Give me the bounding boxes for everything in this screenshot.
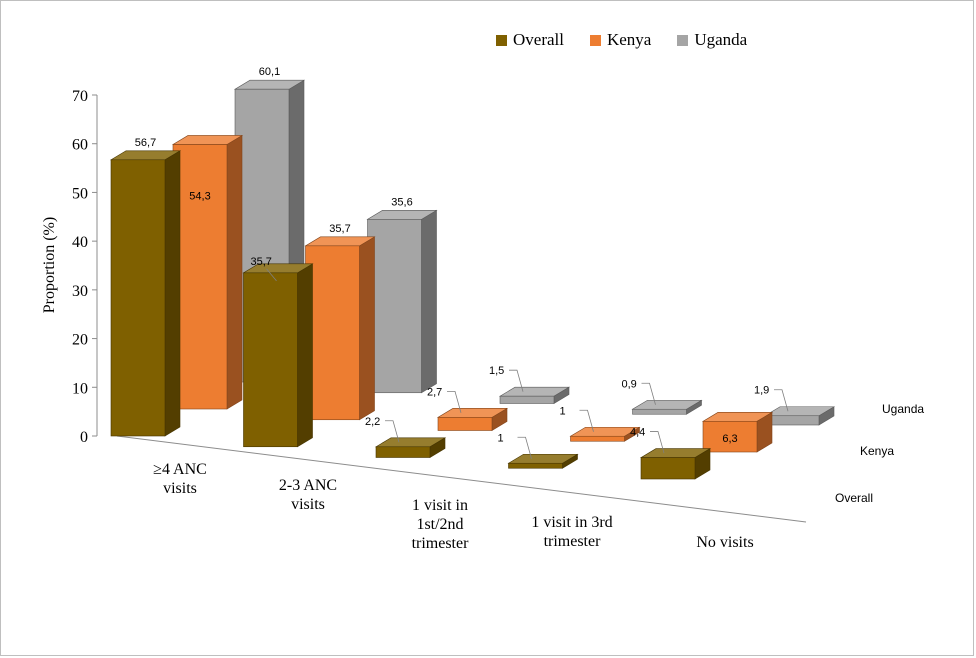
data-label-leader	[266, 268, 277, 282]
bar-front-face	[375, 446, 431, 458]
y-tick-label: 60	[72, 137, 88, 154]
bar-overall-2-3-anc-visits	[242, 263, 314, 448]
x-axis-labels: ≥4 ANC visits 2-3 ANC visits 1 visit in 1st/2…	[153, 461, 754, 552]
x-tick-label-1-visit-in-1st-2nd-trimester: 1 visit in 1st/2nd trimester	[412, 497, 470, 552]
x-tick-label-ge4-anc-visits: ≥4 ANC visits	[153, 461, 207, 497]
bar-kenya-2-3-anc-visits	[304, 236, 376, 421]
bar-front-face	[305, 245, 360, 421]
y-axis: 0 10 20 30 40 50 60 70 Proportion (%)	[41, 88, 98, 446]
legend-item-kenya: Kenya	[589, 30, 652, 50]
depth-label-uganda: Uganda	[882, 402, 924, 416]
bar-uganda-1-visit-in-1st-2nd-trimester	[498, 386, 571, 405]
data-label-leader	[509, 369, 524, 392]
data-label: 35,7	[329, 223, 350, 235]
bar-kenya-no-visits	[701, 411, 774, 453]
bar-front-face	[367, 219, 422, 394]
legend-item-uganda: Uganda	[677, 30, 747, 50]
bar-front-face	[243, 272, 298, 448]
legend-item-overall: Overall	[496, 30, 564, 50]
y-tick-label: 50	[72, 185, 88, 202]
bar-uganda-no-visits	[763, 406, 836, 426]
legend-label-kenya: Kenya	[606, 30, 652, 49]
y-tick-label: 40	[72, 234, 88, 251]
data-label: 4,4	[630, 427, 645, 439]
bar-front-face	[764, 415, 820, 426]
legend-label-overall: Overall	[513, 30, 564, 49]
bar-overall-1-visit-in-3rd-trimester	[507, 453, 579, 469]
bar-front-face	[499, 395, 555, 404]
bar-kenya-1-visit-in-3rd-trimester	[569, 426, 641, 442]
legend-swatch-uganda	[677, 34, 689, 46]
depth-label-overall: Overall	[835, 491, 873, 505]
bar-kenya-ge4-anc-visits	[171, 134, 244, 410]
data-label: 2,2	[365, 416, 380, 428]
data-label: 1,5	[489, 365, 504, 377]
x-tick-label-1-visit-in-3rd-trimester: 1 visit in 3rd trimester	[531, 514, 612, 550]
data-labels: 60,1 35,6 1,5 0,9 1,9 54,3 35,7 2,7 1 6,3 56,7 35,7…	[135, 66, 789, 459]
data-label: 54,3	[189, 190, 210, 202]
data-label-leader	[447, 390, 462, 413]
bar-side-face	[226, 134, 243, 410]
bar-uganda-2-3-anc-visits	[366, 209, 438, 394]
data-label: 35,6	[391, 196, 412, 208]
data-label: 56,7	[135, 137, 156, 149]
chart-legend: Overall Kenya Uganda	[496, 28, 747, 52]
bar-front-face	[570, 435, 625, 442]
depth-label-kenya: Kenya	[860, 444, 894, 458]
data-label: 2,7	[427, 386, 442, 398]
bar-side-face	[297, 263, 313, 448]
x-axis-line	[116, 435, 807, 523]
y-tick-label: 10	[72, 380, 88, 397]
data-label-leader	[641, 382, 656, 405]
x-tick-label-2-3-anc-visits: 2-3 ANC visits	[279, 477, 337, 513]
bar-side-face	[359, 236, 375, 421]
bar-side-face	[421, 209, 437, 394]
y-axis-title: Proportion (%)	[41, 217, 58, 313]
data-label-leader	[385, 420, 400, 443]
data-label: 1	[560, 405, 566, 417]
bar-uganda-1-visit-in-3rd-trimester	[631, 399, 703, 415]
bar-front-face	[702, 421, 758, 453]
bar-overall-1-visit-in-1st-2nd-trimester	[374, 437, 447, 459]
legend-swatch-kenya	[589, 34, 601, 46]
bar-side-face	[164, 150, 181, 437]
data-label-leader	[579, 409, 594, 432]
data-label: 1	[498, 432, 504, 444]
bar-front-face	[172, 144, 228, 410]
bar-front-face	[508, 462, 563, 469]
x-tick-label-no-visits: No visits	[696, 534, 753, 551]
bar-front-face	[437, 417, 493, 431]
data-label: 60,1	[259, 66, 280, 78]
bar-overall-no-visits	[639, 448, 712, 480]
bars	[109, 79, 836, 480]
y-tick-label: 0	[80, 429, 88, 446]
depth-axis-labels: Overall Kenya Uganda	[835, 402, 924, 505]
y-tick-label: 70	[72, 88, 88, 105]
bar-front-face	[632, 408, 687, 415]
bar-kenya-1-visit-in-1st-2nd-trimester	[436, 407, 509, 432]
data-label-leader	[774, 389, 789, 412]
data-label: 35,7	[251, 256, 272, 268]
data-label: 1,9	[754, 385, 769, 397]
data-label: 0,9	[622, 378, 637, 390]
data-label-leader	[650, 431, 665, 454]
data-label: 6,3	[722, 433, 737, 445]
legend-label-uganda: Uganda	[694, 30, 748, 49]
bar-front-face	[640, 457, 696, 480]
y-tick-label: 30	[72, 283, 88, 300]
y-tick-label: 20	[72, 332, 88, 349]
legend-swatch-overall	[496, 34, 507, 46]
bar-front-face	[110, 159, 166, 437]
data-label-leader	[517, 436, 532, 459]
bar-overall-ge4-anc-visits	[109, 150, 182, 437]
